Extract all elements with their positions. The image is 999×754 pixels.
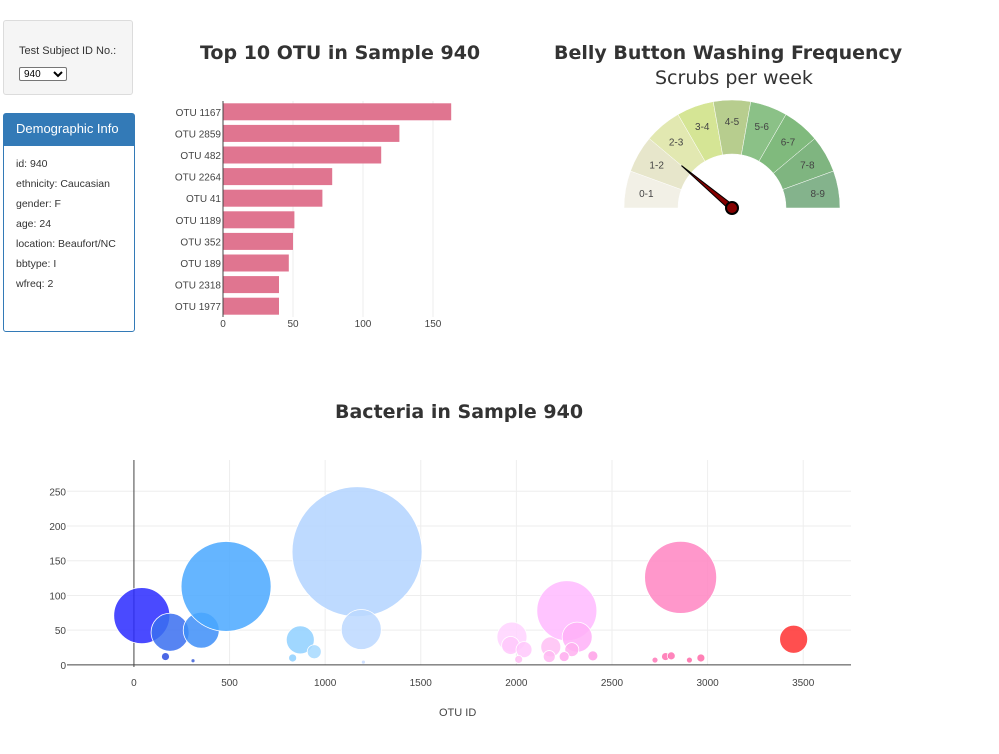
- bar-category-label: OTU 352: [180, 237, 221, 248]
- bubble-point[interactable]: [161, 652, 170, 661]
- bar[interactable]: [223, 124, 400, 142]
- bubble-point[interactable]: [666, 651, 676, 661]
- bubble-chart-title: Bacteria in Sample 940: [335, 401, 584, 423]
- bubble-point[interactable]: [779, 624, 809, 654]
- bubble-x-tick-label: 2000: [505, 678, 528, 689]
- bar-category-label: OTU 2264: [175, 173, 222, 184]
- bubble-point[interactable]: [644, 540, 718, 614]
- bar[interactable]: [223, 232, 293, 250]
- bubble-x-tick-label: 2500: [601, 678, 624, 689]
- bubble-y-tick-label: 150: [49, 557, 66, 568]
- bar-x-tick-label: 150: [425, 319, 442, 330]
- bubble-point[interactable]: [291, 486, 423, 618]
- subject-id-select[interactable]: 940: [19, 67, 67, 81]
- demo-item-gender: gender: F: [16, 198, 61, 210]
- gauge-segment-label: 7-8: [800, 161, 815, 172]
- bar-category-label: OTU 1189: [176, 216, 222, 227]
- bubble-point[interactable]: [558, 651, 570, 662]
- bar[interactable]: [223, 189, 323, 207]
- bubble-x-tick-label: 500: [221, 678, 238, 689]
- bubble-point[interactable]: [514, 654, 524, 664]
- bar-category-label: OTU 189: [180, 259, 221, 270]
- bubble-x-tick-label: 3000: [696, 678, 719, 689]
- bar[interactable]: [223, 254, 289, 272]
- bubble-point[interactable]: [340, 609, 382, 650]
- gauge-segment-label: 5-6: [755, 122, 770, 133]
- bubble-point[interactable]: [542, 650, 556, 663]
- demo-item-ethnicity: ethnicity: Caucasian: [16, 178, 110, 190]
- bubble-y-tick-label: 200: [49, 522, 66, 533]
- gauge-title: Belly Button Washing Frequency: [554, 42, 903, 64]
- bar-x-tick-label: 100: [355, 319, 372, 330]
- bubble-x-tick-label: 1500: [410, 678, 433, 689]
- bar-x-tick-label: 50: [287, 319, 299, 330]
- bubble-point[interactable]: [360, 659, 366, 665]
- demographic-list: id: 940 ethnicity: Caucasian gender: F a…: [4, 146, 134, 290]
- demo-item-wfreq: wfreq: 2: [16, 278, 54, 290]
- bubble-x-tick-label: 1000: [314, 678, 337, 689]
- gauge-segment-label: 2-3: [669, 137, 684, 148]
- bubble-point[interactable]: [651, 656, 659, 664]
- bar-category-label: OTU 1977: [175, 302, 222, 313]
- gauge-segment-label: 4-5: [725, 117, 740, 128]
- gauge-segment: [782, 170, 841, 209]
- bar[interactable]: [223, 211, 295, 229]
- gauge-segment-label: 3-4: [695, 122, 710, 133]
- bubble-point[interactable]: [686, 656, 693, 664]
- bar[interactable]: [223, 168, 333, 186]
- bubble-y-tick-label: 0: [60, 661, 66, 672]
- bar-x-tick-label: 0: [220, 319, 226, 330]
- demo-item-age: age: 24: [16, 218, 52, 230]
- bar-category-label: OTU 41: [186, 194, 221, 205]
- subject-selector-panel: Test Subject ID No.: 940: [3, 20, 133, 95]
- bar-category-label: OTU 2859: [175, 129, 222, 140]
- demographic-heading: Demographic Info: [4, 114, 134, 146]
- gauge-segment-label: 6-7: [781, 137, 796, 148]
- bubble-x-tick-label: 0: [131, 678, 137, 689]
- gauge-segment-label: 8-9: [810, 189, 825, 200]
- bubble-point[interactable]: [180, 541, 272, 632]
- bubble-x-tick-label: 3500: [792, 678, 815, 689]
- bar[interactable]: [223, 103, 452, 121]
- bubble-point[interactable]: [306, 644, 322, 660]
- bar-category-label: OTU 1167: [176, 108, 222, 119]
- bar-category-label: OTU 482: [180, 151, 221, 162]
- bar-category-label: OTU 2318: [175, 281, 222, 292]
- demographic-panel: Demographic Info id: 940 ethnicity: Cauc…: [3, 113, 135, 332]
- bar-chart-title: Top 10 OTU in Sample 940: [200, 42, 481, 64]
- bubble-y-tick-label: 100: [49, 591, 66, 602]
- demo-item-id: id: 940: [16, 158, 48, 170]
- bubble-point[interactable]: [285, 625, 315, 655]
- bubble-y-tick-label: 250: [49, 487, 66, 498]
- bar[interactable]: [223, 297, 279, 315]
- gauge-segment-label: 1-2: [649, 161, 664, 172]
- bubble-point[interactable]: [587, 650, 599, 662]
- gauge-segment-label: 0-1: [639, 189, 654, 200]
- bar[interactable]: [223, 146, 382, 164]
- bubble-point[interactable]: [515, 641, 533, 659]
- demo-item-bbtype: bbtype: I: [16, 258, 57, 270]
- bubble-y-tick-label: 50: [55, 626, 67, 637]
- bubble-point[interactable]: [288, 653, 298, 663]
- bubble-point[interactable]: [696, 653, 706, 663]
- bar[interactable]: [223, 276, 279, 294]
- gauge-needle-hub: [725, 201, 739, 215]
- bubble-x-axis-label: OTU ID: [439, 707, 477, 719]
- subject-selector-label: Test Subject ID No.:: [19, 45, 117, 57]
- bubble-point[interactable]: [190, 658, 196, 664]
- demo-item-location: location: Beaufort/NC: [16, 238, 116, 250]
- gauge-subtitle: Scrubs per week: [655, 67, 813, 89]
